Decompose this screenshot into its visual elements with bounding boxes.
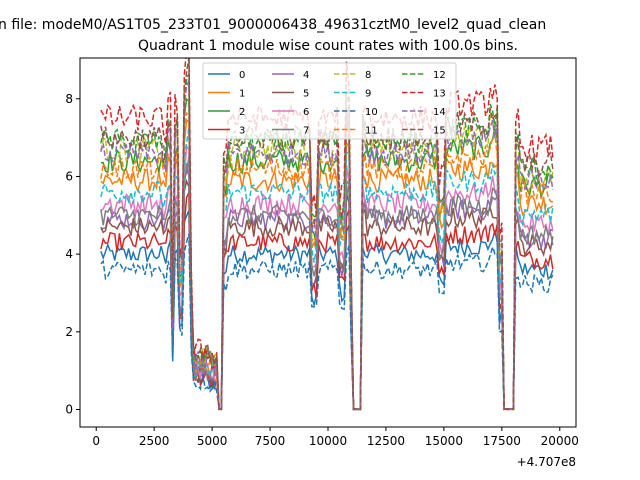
legend-label: 11 — [365, 126, 378, 137]
x-tick-label: 2500 — [139, 434, 170, 448]
x-axis: 0 2500 5000 7500 10000 12500 15000 17500 20000 — [92, 427, 579, 448]
x-tick-label: 7500 — [255, 434, 286, 448]
series-line-9 — [100, 127, 554, 411]
x-offset-label: +4.707e8 — [517, 455, 576, 469]
chart-title: Quadrant 1 module wise count rates with … — [138, 38, 518, 54]
legend-box — [202, 62, 457, 140]
legend-label: 6 — [303, 107, 309, 118]
y-tick-label: 0 — [65, 403, 73, 417]
figure-suptitle: n file: modeM0/AS1T05_233T01_9000006438_… — [0, 17, 546, 33]
legend-label: 4 — [303, 70, 309, 81]
legend-label: 1 — [239, 89, 245, 100]
series-line-6 — [100, 144, 554, 411]
x-tick-label: 12500 — [367, 434, 405, 448]
series-line-2 — [100, 97, 554, 411]
legend-label: 2 — [239, 107, 245, 118]
legend-label: 0 — [239, 70, 245, 81]
legend-label: 13 — [433, 89, 446, 100]
legend-label: 5 — [303, 89, 309, 100]
x-tick-label: 10000 — [309, 434, 347, 448]
x-tick-label: 17500 — [483, 434, 521, 448]
legend-label: 10 — [365, 107, 378, 118]
y-tick-label: 4 — [65, 247, 73, 261]
y-tick-label: 2 — [65, 325, 73, 339]
series-line-0 — [100, 210, 554, 411]
legend-label: 3 — [239, 126, 245, 137]
x-tick-label: 20000 — [541, 434, 579, 448]
y-tick-label: 8 — [65, 92, 73, 106]
x-tick-label: 5000 — [197, 434, 228, 448]
series-line-5 — [100, 178, 554, 411]
x-tick-label: 0 — [92, 434, 100, 448]
legend-label: 7 — [303, 126, 309, 137]
legend-label: 8 — [365, 70, 371, 81]
legend-label: 12 — [433, 70, 446, 81]
series-line-7 — [100, 156, 554, 411]
legend-label: 14 — [433, 107, 446, 118]
legend-label: 9 — [365, 89, 371, 100]
series-line-11 — [100, 112, 553, 411]
legend-label: 15 — [433, 126, 446, 137]
y-axis: 0 2 4 6 8 — [65, 92, 80, 417]
y-tick-label: 6 — [65, 169, 73, 183]
series-line-4 — [100, 163, 554, 411]
series-line-14 — [100, 81, 554, 411]
series-line-10 — [100, 233, 554, 411]
series-line-13 — [100, 58, 554, 411]
series-line-3 — [100, 192, 554, 411]
x-tick-label: 15000 — [425, 434, 463, 448]
